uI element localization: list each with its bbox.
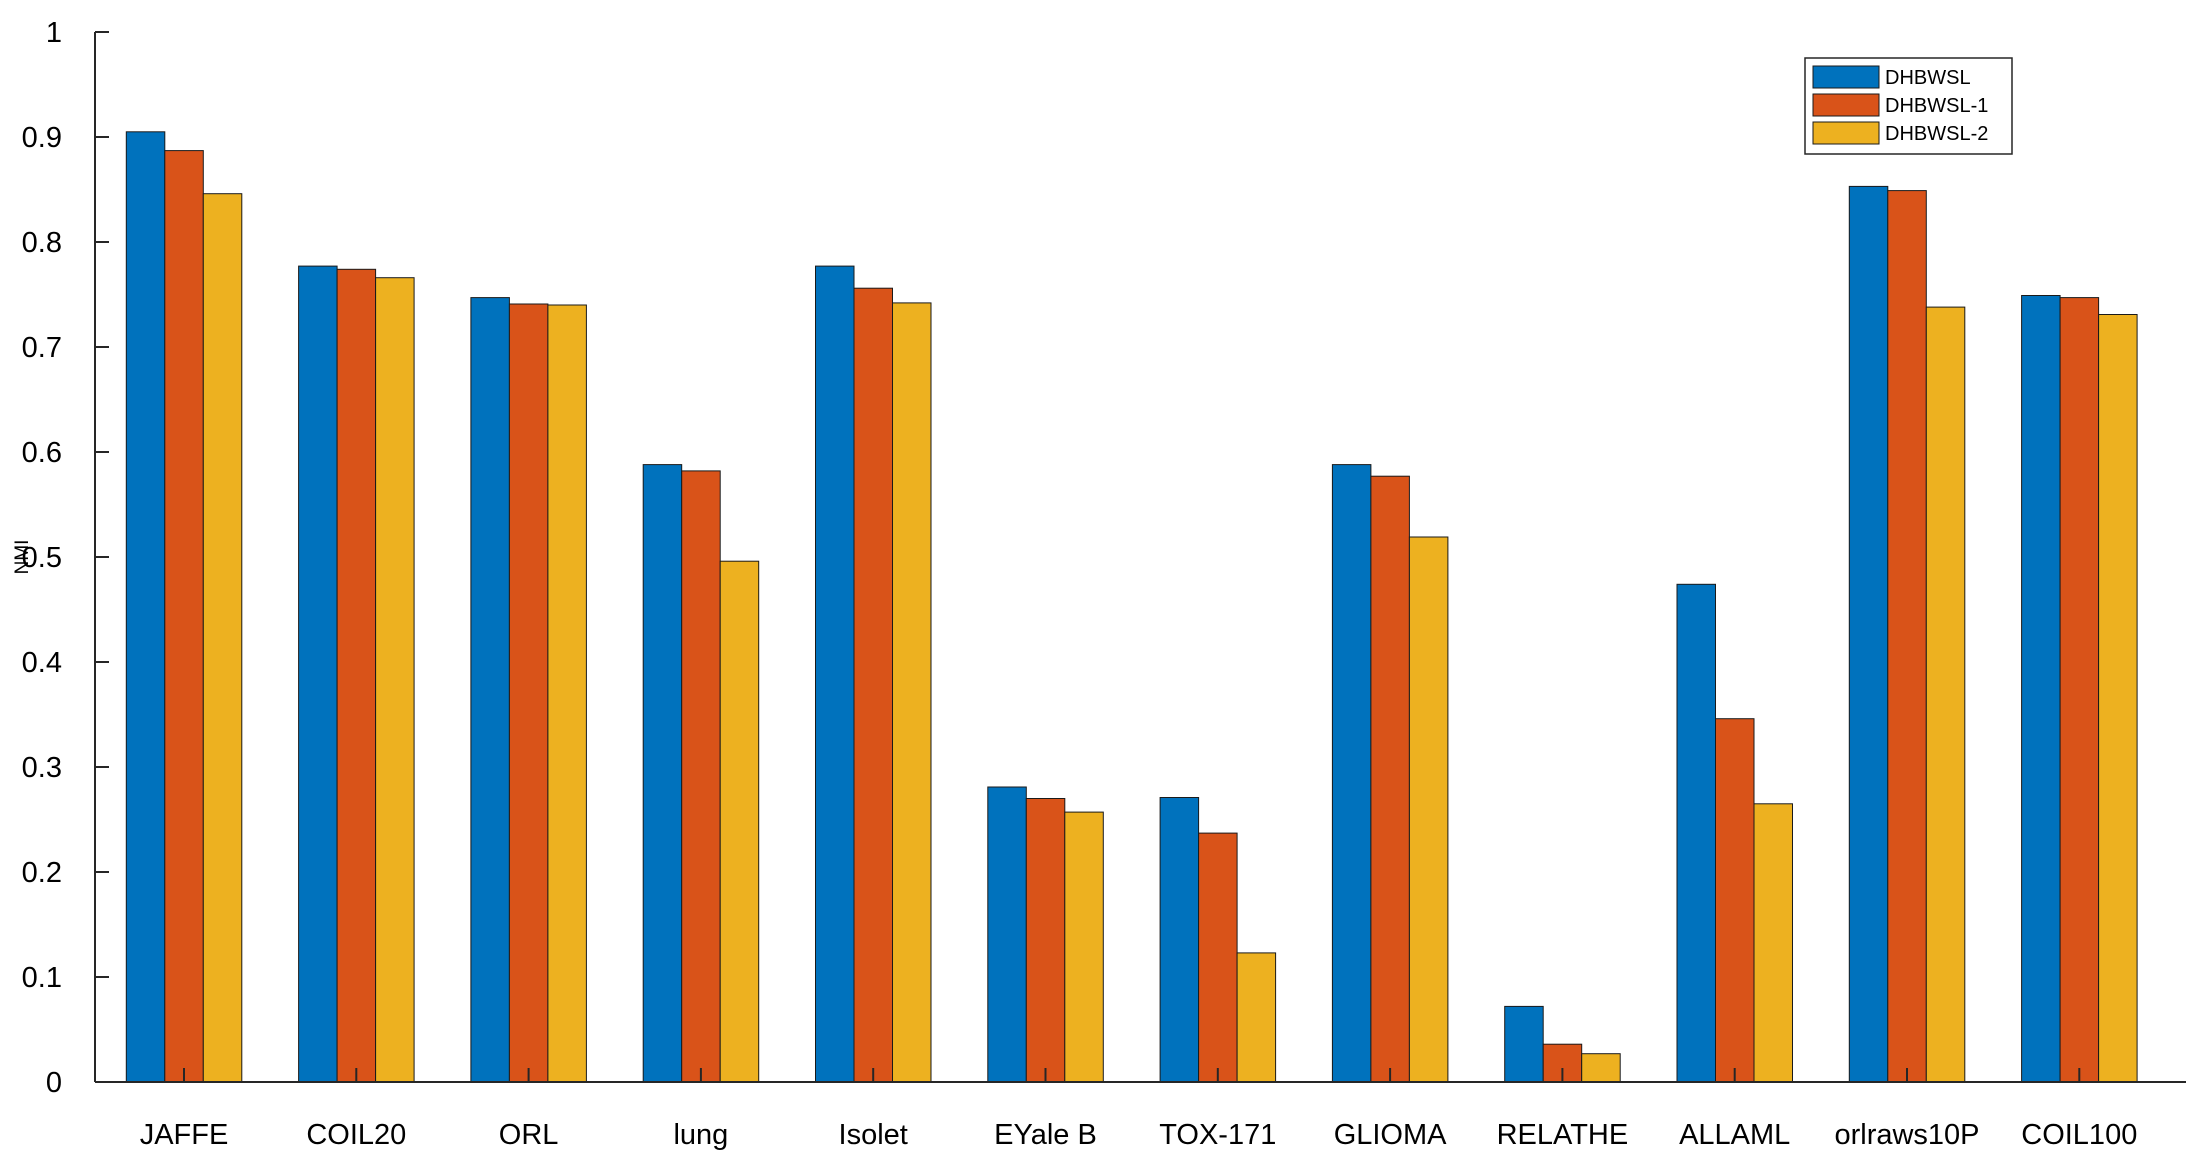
bar-glioma-dhbwsl-2 [1408, 536, 1449, 1083]
y-tick-label: 0.3 [22, 752, 62, 784]
bar-tox-171-dhbwsl-2 [1236, 952, 1277, 1083]
bar-orlraws10p-dhbwsl-1 [1887, 190, 1927, 1083]
bar-orl-dhbwsl-1 [508, 303, 549, 1083]
bar-lung-dhbwsl [642, 464, 683, 1083]
bar-coil20-dhbwsl [298, 265, 338, 1083]
legend: DHBWSL DHBWSL-1 DHBWSL-2 [1804, 57, 2013, 155]
bar-lung-dhbwsl-2 [719, 560, 760, 1083]
bar-eyale-b-dhbwsl-1 [1025, 798, 1066, 1083]
bar-jaffe-dhbwsl-1 [164, 150, 204, 1083]
bar-coil100-dhbwsl [2021, 295, 2061, 1083]
y-tick-label: 1 [46, 17, 62, 49]
bar-jaffe-dhbwsl [125, 131, 166, 1083]
legend-label: DHBWSL-1 [1885, 95, 1988, 117]
x-tick-label: orlraws10P [1834, 1119, 1979, 1151]
y-tick-label: 0.7 [22, 332, 62, 364]
x-tick-label: ALLAML [1679, 1119, 1790, 1151]
bar-eyale-b-dhbwsl-2 [1064, 811, 1104, 1083]
bar-orlraws10p-dhbwsl-2 [1925, 306, 1966, 1083]
bar-allaml-dhbwsl-2 [1753, 803, 1793, 1083]
x-tick-label: ORL [499, 1119, 559, 1151]
bar-glioma-dhbwsl [1331, 464, 1372, 1083]
x-tick-label: GLIOMA [1334, 1119, 1447, 1151]
x-tick-label: TOX-171 [1159, 1119, 1276, 1151]
bar-orl-dhbwsl [470, 297, 510, 1083]
bar-coil20-dhbwsl-2 [375, 277, 415, 1083]
bar-coil100-dhbwsl-1 [2059, 297, 2100, 1083]
bar-glioma-dhbwsl-1 [1370, 475, 1410, 1083]
bar-eyale-b-dhbwsl [987, 786, 1027, 1083]
bar-jaffe-dhbwsl-2 [202, 193, 243, 1083]
x-tick-label: JAFFE [140, 1119, 229, 1151]
y-axis-label: NMI [12, 540, 33, 575]
bar-allaml-dhbwsl [1676, 583, 1716, 1083]
bar-relathe-dhbwsl-2 [1581, 1053, 1621, 1083]
bars-group [125, 131, 2138, 1083]
bar-coil20-dhbwsl-1 [336, 268, 377, 1083]
legend-label: DHBWSL [1885, 67, 1971, 89]
x-tick-label: EYale B [994, 1119, 1097, 1151]
bar-isolet-dhbwsl-2 [892, 302, 932, 1083]
y-ticks-group: 0 0.1 0.2 0.3 0.4 0.5 0.6 0.7 0.8 0.9 1 [22, 17, 109, 1099]
x-tick-label: lung [673, 1119, 728, 1151]
bar-allaml-dhbwsl-1 [1715, 718, 1755, 1083]
legend-swatch [1812, 121, 1880, 145]
bar-tox-171-dhbwsl [1159, 797, 1200, 1083]
bar-isolet-dhbwsl [815, 265, 855, 1083]
y-tick-label: 0.1 [22, 962, 62, 994]
bar-coil100-dhbwsl-2 [2098, 314, 2138, 1083]
bar-orl-dhbwsl-2 [547, 304, 587, 1083]
y-tick-label: 0 [46, 1067, 62, 1099]
legend-swatch [1812, 65, 1880, 89]
y-tick-label: 0.9 [22, 122, 62, 154]
legend-swatch [1812, 93, 1880, 117]
y-tick-label: 0.2 [22, 857, 62, 889]
x-tick-label: Isolet [839, 1119, 908, 1151]
y-tick-label: 0.8 [22, 227, 62, 259]
bar-tox-171-dhbwsl-1 [1198, 832, 1238, 1083]
x-tick-label: COIL20 [306, 1119, 406, 1151]
bar-isolet-dhbwsl-1 [853, 287, 893, 1083]
x-tick-label: RELATHE [1497, 1119, 1629, 1151]
y-tick-label: 0.4 [22, 647, 62, 679]
legend-label: DHBWSL-2 [1885, 123, 1988, 145]
x-tick-label: COIL100 [2021, 1119, 2137, 1151]
y-tick-label: 0.6 [22, 437, 62, 469]
bar-orlraws10p-dhbwsl [1848, 185, 1889, 1083]
bar-relathe-dhbwsl [1504, 1005, 1544, 1083]
bar-lung-dhbwsl-1 [681, 470, 721, 1083]
y-tick-label: 0.5 [22, 542, 62, 574]
x-ticks-group: JAFFE COIL20 ORL lung Isolet EYale B TOX-171 GL… [140, 1068, 2137, 1151]
